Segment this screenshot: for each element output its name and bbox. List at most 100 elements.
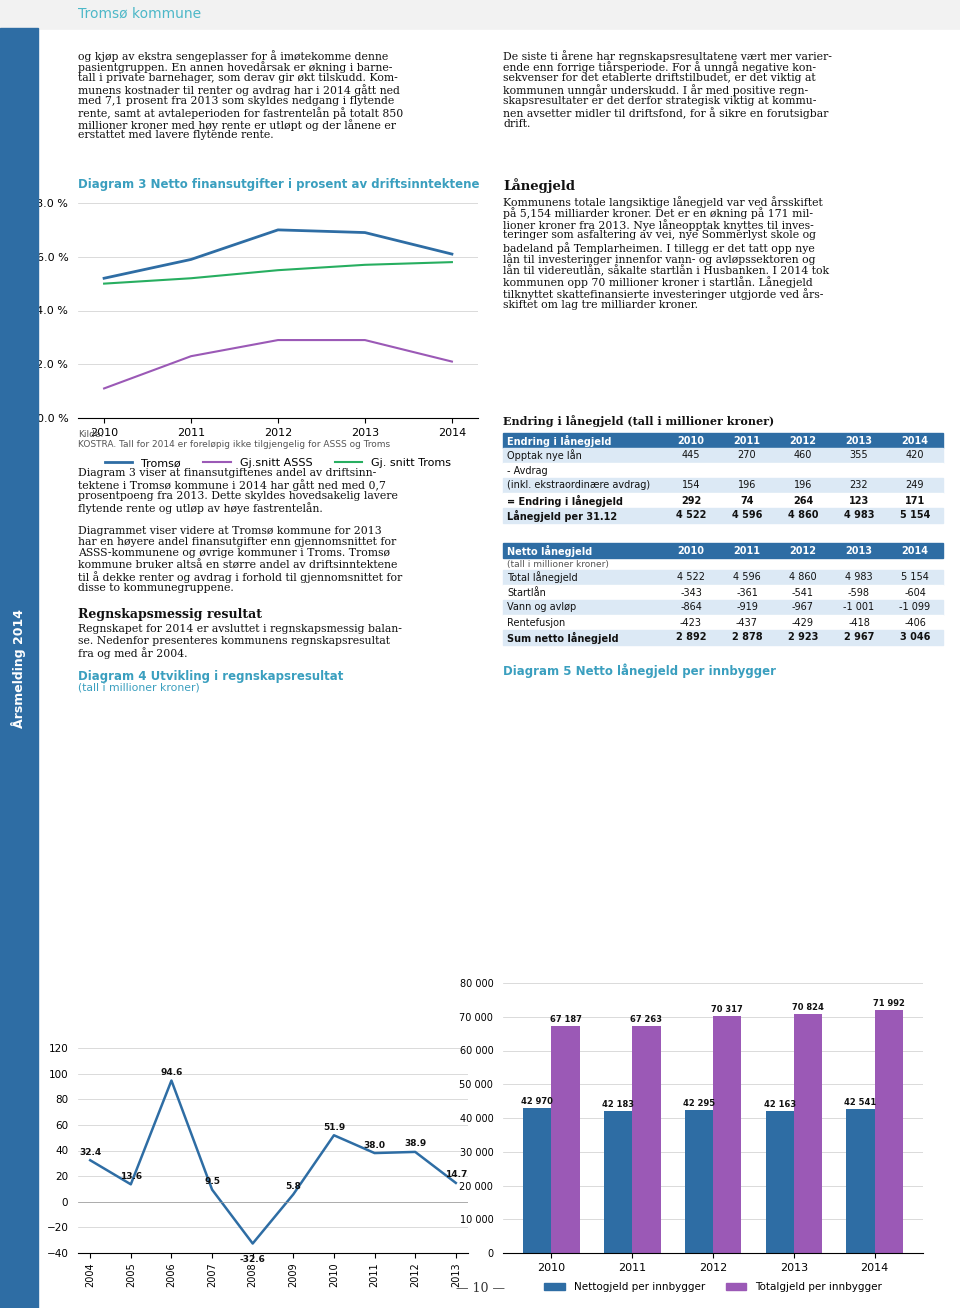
Bar <box>503 433 943 449</box>
Text: 4 860: 4 860 <box>789 573 817 582</box>
Text: 2014: 2014 <box>901 436 928 446</box>
Bar <box>684 1110 713 1253</box>
Text: erstattet med lavere flytende rente.: erstattet med lavere flytende rente. <box>78 131 274 140</box>
Bar <box>847 1109 875 1253</box>
Text: 355: 355 <box>850 450 868 460</box>
Text: Tromsø kommune: Tromsø kommune <box>78 7 202 21</box>
Text: 123: 123 <box>849 496 869 505</box>
Text: har en høyere andel finansutgifter enn gjennomsnittet for: har en høyere andel finansutgifter enn g… <box>78 538 396 547</box>
Text: lån til videreutlån, såkalte startlån i Husbanken. I 2014 tok: lån til videreutlån, såkalte startlån i … <box>503 266 829 276</box>
Bar <box>551 1027 580 1253</box>
Text: fra og med år 2004.: fra og med år 2004. <box>78 647 187 659</box>
Text: tall i private barnehager, som derav gir økt tilskudd. Kom-: tall i private barnehager, som derav gir… <box>78 73 397 82</box>
Text: Diagram 3 Netto finansutgifter i prosent av driftsinntektene: Diagram 3 Netto finansutgifter i prosent… <box>78 178 479 191</box>
Text: Diagram 4 Utvikling i regnskapsresultat: Diagram 4 Utvikling i regnskapsresultat <box>78 670 344 683</box>
Bar <box>503 508 943 523</box>
Text: sekvenser for det etablerte driftstilbudet, er det viktig at: sekvenser for det etablerte driftstilbud… <box>503 73 816 82</box>
Text: 4 983: 4 983 <box>845 573 873 582</box>
Text: 70 317: 70 317 <box>711 1005 743 1014</box>
Text: kommune bruker altså en større andel av driftsinntektene: kommune bruker altså en større andel av … <box>78 560 397 570</box>
Text: skiftet om lag tre milliarder kroner.: skiftet om lag tre milliarder kroner. <box>503 300 698 310</box>
Text: 445: 445 <box>682 450 700 460</box>
Text: 38.0: 38.0 <box>364 1141 386 1150</box>
Text: 38.9: 38.9 <box>404 1139 426 1148</box>
Text: 2010: 2010 <box>678 436 705 446</box>
Text: Årsmelding 2014: Årsmelding 2014 <box>12 608 27 727</box>
Text: badeland på Templarheimen. I tillegg er det tatt opp nye: badeland på Templarheimen. I tillegg er … <box>503 242 815 254</box>
Text: 2013: 2013 <box>846 545 873 556</box>
Text: Opptak nye lån: Opptak nye lån <box>507 450 582 462</box>
Text: 196: 196 <box>794 480 812 490</box>
Text: drift.: drift. <box>503 119 530 129</box>
Text: lioner kroner fra 2013. Nye låneopptak knyttes til inves-: lioner kroner fra 2013. Nye låneopptak k… <box>503 218 814 230</box>
Text: skapsresultater er det derfor strategisk viktig at kommu-: skapsresultater er det derfor strategisk… <box>503 95 816 106</box>
Text: 5 154: 5 154 <box>901 573 929 582</box>
Text: 2014: 2014 <box>901 545 928 556</box>
Bar <box>713 1016 741 1253</box>
Text: Lånegjeld per 31.12: Lånegjeld per 31.12 <box>507 509 617 522</box>
Text: 3 046: 3 046 <box>900 633 930 642</box>
Text: 264: 264 <box>793 496 813 505</box>
Text: og kjøp av ekstra sengeplasser for å imøtekomme denne: og kjøp av ekstra sengeplasser for å imø… <box>78 50 388 61</box>
Text: 2 878: 2 878 <box>732 633 762 642</box>
Text: munens kostnader til renter og avdrag har i 2014 gått ned: munens kostnader til renter og avdrag ha… <box>78 85 400 97</box>
Text: kommunen opp 70 millioner kroner i startlån. Lånegjeld: kommunen opp 70 millioner kroner i start… <box>503 276 813 288</box>
Text: 292: 292 <box>681 496 701 505</box>
Text: 42 970: 42 970 <box>521 1097 553 1107</box>
Bar <box>523 1108 551 1253</box>
Text: 94.6: 94.6 <box>160 1069 182 1076</box>
Bar <box>0 27 38 1308</box>
Text: -423: -423 <box>680 617 702 628</box>
Text: med 7,1 prosent fra 2013 som skyldes nedgang i flytende: med 7,1 prosent fra 2013 som skyldes ned… <box>78 95 395 106</box>
Text: 2 923: 2 923 <box>788 633 818 642</box>
Text: 4 522: 4 522 <box>677 573 705 582</box>
Text: (tall i millioner kroner): (tall i millioner kroner) <box>507 560 609 569</box>
Text: -343: -343 <box>680 587 702 598</box>
Text: -361: -361 <box>736 587 758 598</box>
Bar <box>503 493 943 508</box>
Text: 420: 420 <box>905 450 924 460</box>
Bar <box>633 1025 660 1253</box>
Legend: Tromsø, Gj.snitt ASSS, Gj. snitt Troms: Tromsø, Gj.snitt ASSS, Gj. snitt Troms <box>100 454 456 472</box>
Text: -967: -967 <box>792 603 814 612</box>
Text: Total lånegjeld: Total lånegjeld <box>507 572 578 583</box>
Text: 4 983: 4 983 <box>844 510 875 521</box>
Text: 171: 171 <box>905 496 925 505</box>
Text: (inkl. ekstraordinære avdrag): (inkl. ekstraordinære avdrag) <box>507 480 650 490</box>
Text: pasientgruppen. En annen hovedårsak er økning i barne-: pasientgruppen. En annen hovedårsak er ø… <box>78 61 393 73</box>
Text: Startlån: Startlån <box>507 587 546 598</box>
Text: -429: -429 <box>792 617 814 628</box>
Text: 42 163: 42 163 <box>763 1100 796 1109</box>
Text: 4 596: 4 596 <box>733 573 761 582</box>
Text: kommunen unngår underskudd. I år med positive regn-: kommunen unngår underskudd. I år med pos… <box>503 85 808 97</box>
Text: tilknyttet skattefinansierte investeringer utgjorde ved års-: tilknyttet skattefinansierte investering… <box>503 288 824 300</box>
Bar <box>765 1110 794 1253</box>
Text: 42 541: 42 541 <box>844 1099 876 1108</box>
Text: Regnskapsmessig resultat: Regnskapsmessig resultat <box>78 608 262 621</box>
Text: 270: 270 <box>737 450 756 460</box>
Bar <box>503 600 943 615</box>
Text: 2011: 2011 <box>733 436 760 446</box>
Text: 67 263: 67 263 <box>631 1015 662 1024</box>
Text: prosentpoeng fra 2013. Dette skyldes hovedsakelig lavere: prosentpoeng fra 2013. Dette skyldes hov… <box>78 490 397 501</box>
Text: 4 522: 4 522 <box>676 510 707 521</box>
Text: 14.7: 14.7 <box>444 1171 467 1180</box>
Text: Netto lånegjeld: Netto lånegjeld <box>507 544 592 556</box>
Text: 71 992: 71 992 <box>873 999 904 1008</box>
Text: -418: -418 <box>848 617 870 628</box>
Text: flytende rente og utløp av høye fastrentelån.: flytende rente og utløp av høye fastrent… <box>78 502 323 514</box>
Bar <box>503 615 943 630</box>
Text: ASSS-kommunene og øvrige kommuner i Troms. Tromsø: ASSS-kommunene og øvrige kommuner i Trom… <box>78 548 390 559</box>
Bar <box>503 449 943 463</box>
Text: -604: -604 <box>904 587 926 598</box>
Text: Vann og avløp: Vann og avløp <box>507 603 576 612</box>
Text: 2013: 2013 <box>846 436 873 446</box>
Text: 4 860: 4 860 <box>788 510 818 521</box>
Bar <box>794 1014 822 1253</box>
Text: 2 967: 2 967 <box>844 633 875 642</box>
Bar <box>503 630 943 645</box>
Text: 5.8: 5.8 <box>285 1181 301 1190</box>
Bar <box>503 570 943 585</box>
Bar <box>0 0 960 27</box>
Text: Diagrammet viser videre at Tromsø kommune for 2013: Diagrammet viser videre at Tromsø kommun… <box>78 526 382 535</box>
